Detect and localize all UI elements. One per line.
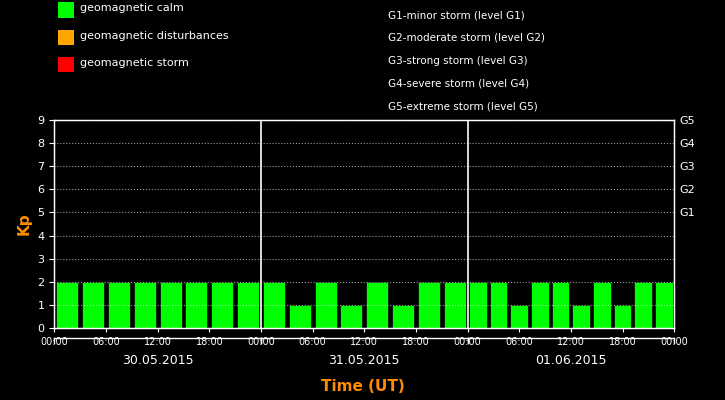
Bar	[289, 305, 311, 328]
Bar	[341, 305, 362, 328]
Bar	[418, 282, 440, 328]
Bar	[82, 282, 104, 328]
Bar	[552, 282, 569, 328]
Text: geomagnetic storm: geomagnetic storm	[80, 58, 188, 68]
Bar	[634, 282, 652, 328]
Bar	[263, 282, 285, 328]
Bar	[186, 282, 207, 328]
Bar	[573, 305, 590, 328]
Bar	[237, 282, 259, 328]
Text: geomagnetic calm: geomagnetic calm	[80, 4, 183, 14]
Text: 31.05.2015: 31.05.2015	[328, 354, 400, 367]
Bar	[366, 282, 388, 328]
Bar	[392, 305, 414, 328]
Text: G1-minor storm (level G1): G1-minor storm (level G1)	[388, 10, 525, 20]
Text: G4-severe storm (level G4): G4-severe storm (level G4)	[388, 78, 529, 88]
Text: G5-extreme storm (level G5): G5-extreme storm (level G5)	[388, 101, 538, 111]
Bar	[510, 305, 528, 328]
Text: G2-moderate storm (level G2): G2-moderate storm (level G2)	[388, 33, 545, 43]
Bar	[490, 282, 507, 328]
Bar	[444, 282, 465, 328]
Bar	[315, 282, 336, 328]
Text: 01.06.2015: 01.06.2015	[535, 354, 607, 367]
Bar	[108, 282, 130, 328]
Bar	[160, 282, 181, 328]
Text: 30.05.2015: 30.05.2015	[122, 354, 194, 367]
Bar	[469, 282, 486, 328]
Bar	[134, 282, 156, 328]
Bar	[655, 282, 673, 328]
Text: G3-strong storm (level G3): G3-strong storm (level G3)	[388, 56, 528, 66]
Text: geomagnetic disturbances: geomagnetic disturbances	[80, 30, 228, 40]
Bar	[614, 305, 631, 328]
Bar	[593, 282, 610, 328]
Bar	[531, 282, 549, 328]
Text: Time (UT): Time (UT)	[320, 379, 405, 394]
Bar	[57, 282, 78, 328]
Bar	[211, 282, 233, 328]
Y-axis label: Kp: Kp	[17, 213, 32, 235]
